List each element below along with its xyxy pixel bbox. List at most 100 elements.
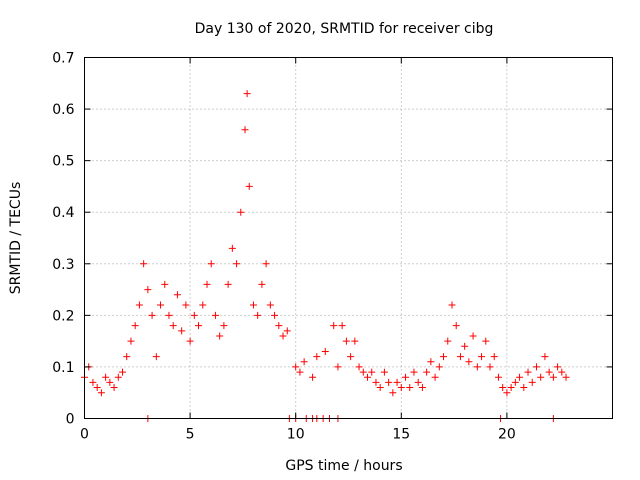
data-point [516,373,524,381]
data-point [478,353,486,361]
data-point [199,301,207,309]
data-point [562,373,570,381]
data-point [511,378,519,386]
x-tick-label: 5 [186,427,195,443]
data-point [216,332,224,340]
data-point [300,358,308,366]
data-point [532,363,540,371]
x-axis-label: GPS time / hours [285,458,402,474]
y-tick-label: 0.2 [52,308,74,324]
data-point [220,322,228,330]
data-point [469,332,477,340]
data-point [173,291,181,299]
y-axis-label: SRMTID / TECUs [8,182,24,295]
plot-frame [84,57,613,419]
data-point [161,280,169,288]
data-point [279,332,287,340]
data-point [190,311,198,319]
data-point [376,384,384,392]
data-point [114,373,122,381]
data-point [157,301,165,309]
data-point [228,244,236,252]
data-point [148,311,156,319]
data-point [549,373,557,381]
data-point [461,342,469,350]
data-point [144,286,152,294]
data-point [494,373,502,381]
data-point [123,353,131,361]
data-point [224,280,232,288]
data-point [203,280,211,288]
data-point [292,363,300,371]
data-point [423,368,431,376]
data-point [397,384,405,392]
data-point [275,322,283,330]
data-point [182,301,190,309]
data-point [262,260,270,268]
data-point [473,363,481,371]
data-point [195,322,203,330]
data-point [452,322,460,330]
data-point [545,368,553,376]
data-point [102,373,110,381]
data-point [313,353,321,361]
y-tick-label: 0.3 [52,257,74,273]
data-points [81,90,570,422]
data-point [334,363,342,371]
data-point [372,378,380,386]
data-point [241,126,249,134]
y-tick-label: 0.7 [52,51,74,67]
data-point [380,368,388,376]
data-point [418,384,426,392]
data-point [364,373,372,381]
data-point [528,378,536,386]
data-point [410,368,418,376]
data-point [359,368,367,376]
data-point [271,311,279,319]
x-tick-label: 10 [287,427,305,443]
axis-ticks [84,57,613,419]
data-point [402,373,410,381]
grid-lines [84,57,613,419]
data-point [427,358,435,366]
data-point [127,337,135,345]
x-tick-labels: 0 5 10 15 20 [80,427,516,443]
data-point [106,378,114,386]
data-point [211,311,219,319]
data-point [558,368,566,376]
data-point [541,353,549,361]
data-point [140,260,148,268]
data-point [296,368,304,376]
chart-title: Day 130 of 2020, SRMTID for receiver cib… [195,21,494,37]
data-point [351,337,359,345]
y-tick-label: 0.1 [52,360,74,376]
data-point [520,384,528,392]
data-point [465,358,473,366]
data-point [393,378,401,386]
x-tick-label: 0 [80,427,89,443]
data-point [283,327,291,335]
data-point [435,363,443,371]
data-point [186,337,194,345]
data-point [245,182,253,190]
data-point [243,90,251,98]
data-point [89,378,97,386]
data-point [97,389,105,397]
data-point [254,311,262,319]
data-point [347,353,355,361]
data-point [355,363,363,371]
data-point [338,322,346,330]
data-point [135,301,143,309]
data-point [456,353,464,361]
data-point [448,301,456,309]
data-point [131,322,139,330]
data-point [490,353,498,361]
x-tick-label: 15 [392,427,410,443]
data-point [266,301,274,309]
data-point [537,373,545,381]
data-point [385,378,393,386]
data-point [237,208,245,216]
data-point [486,363,494,371]
data-point [524,368,532,376]
data-point [389,389,397,397]
